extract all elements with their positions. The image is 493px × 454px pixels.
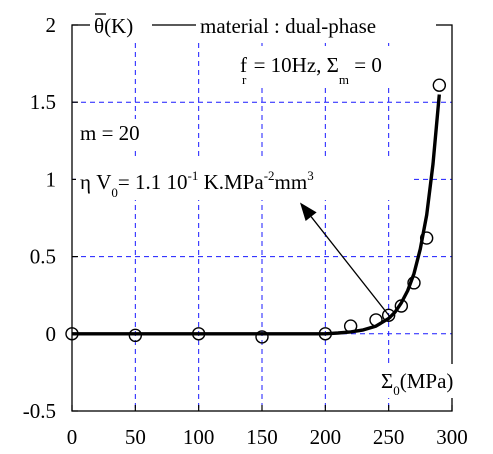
- y-tick-label: 0.5: [30, 245, 56, 269]
- y-tick-label: -0.5: [23, 399, 56, 423]
- data-point: [191, 327, 206, 341]
- material-label: material : dual-phase: [200, 14, 376, 38]
- data-point: [407, 276, 421, 290]
- axis-ticks: 0 50 100 150 200 250 300 -0.5 0 0.5 1 1.5 2: [23, 13, 468, 449]
- data-point: [65, 327, 79, 341]
- x-tick-label: 0: [67, 425, 78, 449]
- x-tick-label: 250: [373, 425, 405, 449]
- data-point: [394, 299, 409, 313]
- x-tick-label: 50: [125, 425, 146, 449]
- ylabel-bg: [90, 10, 152, 42]
- y-tick-label: 1.5: [30, 90, 56, 114]
- data-point: [343, 319, 358, 333]
- data-point: [381, 308, 396, 322]
- y-tick-label: 0: [46, 322, 57, 346]
- eta-label: η V0= 1.1 10-1 K.MPa-2mm3: [80, 168, 314, 200]
- xlabel-bg: [378, 364, 482, 398]
- x-axis-label: Σ0(MPa): [381, 369, 453, 398]
- eta-bg: [76, 160, 412, 200]
- y-tick-label: 2: [46, 13, 57, 37]
- arrow-head: [300, 202, 317, 222]
- x-tick-label: 100: [183, 425, 215, 449]
- y-tick-label: 1: [46, 167, 57, 191]
- annotation-arrow: [300, 202, 392, 319]
- x-tick-label: 150: [246, 425, 278, 449]
- m-label: m = 20: [80, 121, 140, 145]
- freq-bg: [236, 46, 432, 86]
- data-markers: [65, 78, 447, 344]
- fit-curve: [72, 94, 441, 336]
- m-bg: [76, 119, 156, 147]
- fit-curve-path: [72, 94, 441, 336]
- x-tick-label: 300: [436, 425, 468, 449]
- data-point: [318, 327, 333, 341]
- y-axis-label: θ(K): [94, 14, 133, 38]
- data-point: [369, 313, 383, 327]
- data-point: [255, 330, 269, 344]
- x-tick-label: 200: [310, 425, 342, 449]
- material-bg: [196, 10, 436, 40]
- arrow-shaft: [310, 216, 392, 319]
- data-point: [419, 231, 434, 245]
- data-point: [128, 328, 143, 343]
- data-point: [432, 78, 447, 92]
